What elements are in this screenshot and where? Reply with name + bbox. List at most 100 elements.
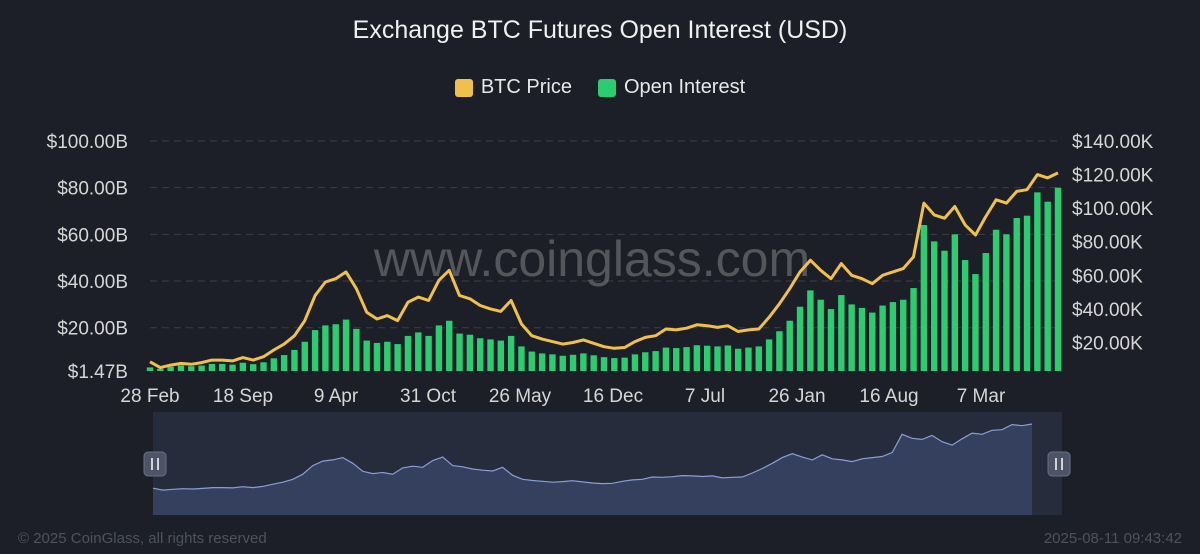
btc-price-series-line [149, 171, 1059, 370]
open-interest-bar [219, 363, 226, 371]
open-interest-bar [807, 290, 814, 371]
legend: BTC Price Open Interest [0, 76, 1200, 99]
open-interest-bar [404, 335, 412, 371]
x-tick-label: 18 Sep [213, 386, 273, 407]
navigator-area [153, 424, 1032, 515]
x-tick-label: 31 Oct [400, 386, 457, 407]
open-interest-bar [384, 341, 391, 371]
open-interest-bar [1054, 187, 1062, 371]
open-interest-bar [476, 338, 484, 371]
x-tick-label: 28 Feb [120, 386, 179, 407]
legend-item-btc-price[interactable]: BTC Price [454, 76, 572, 99]
open-interest-bar [394, 344, 401, 371]
open-interest-bar [621, 357, 628, 371]
open-interest-bar [838, 295, 845, 371]
open-interest-bar [415, 332, 422, 371]
y-left-tick-label: $60.00B [57, 225, 128, 246]
open-interest-bar [745, 347, 752, 371]
open-interest-bar [703, 345, 711, 371]
open-interest-bar [322, 325, 329, 371]
open-interest-bar [1034, 192, 1041, 371]
chart-title: Exchange BTC Futures Open Interest (USD) [352, 16, 848, 44]
y-right-tick-label: $80.00K [1072, 233, 1143, 254]
navigator-right-handle[interactable] [1047, 451, 1071, 477]
open-interest-bar [569, 354, 577, 371]
pause-handle-icon [1055, 458, 1063, 470]
legend-swatch-open-interest [597, 78, 616, 97]
open-interest-bar [817, 299, 824, 371]
open-interest-bar [167, 366, 174, 371]
open-interest-bar [507, 335, 515, 371]
y-right-tick-label: $120.00K [1072, 166, 1154, 187]
open-interest-bar [992, 229, 1000, 371]
open-interest-bar [466, 334, 474, 371]
navigator-left-handle[interactable] [143, 451, 167, 477]
timestamp-text: 2025-08-11 09:43:42 [1043, 530, 1182, 547]
open-interest-bar [198, 365, 205, 371]
open-interest-bar [827, 309, 835, 371]
open-interest-bar [456, 333, 463, 371]
y-right-tick-label: $140.00K [1072, 132, 1154, 153]
watermark: www.coinglass.com [373, 231, 810, 287]
open-interest-bar [446, 320, 453, 371]
open-interest-bar [1044, 201, 1051, 371]
open-interest-bar [631, 354, 639, 371]
open-interest-bar [734, 348, 742, 371]
pause-handle-icon [151, 458, 159, 470]
open-interest-bar [342, 319, 350, 371]
grid-lines [150, 140, 1058, 329]
open-interest-bars [146, 187, 1062, 371]
open-interest-bar [353, 328, 360, 371]
navigator-line [152, 423, 1033, 491]
y-left-tick-label: $40.00B [57, 272, 128, 293]
open-interest-bar [776, 331, 783, 371]
open-interest-bar [941, 250, 948, 371]
open-interest-bar [208, 363, 216, 371]
y-right-tick-label: $20.00K [1072, 333, 1143, 354]
legend-item-open-interest[interactable]: Open Interest [597, 76, 746, 99]
open-interest-bar [518, 346, 525, 371]
x-tick-label: 16 Aug [859, 386, 918, 407]
open-interest-bar [951, 234, 959, 371]
y-left-tick-label: $100.00B [47, 132, 128, 153]
open-interest-bar [961, 260, 969, 371]
y-left-tick-label: $20.00B [57, 319, 128, 340]
open-interest-bar [229, 364, 236, 371]
open-interest-bar [652, 351, 659, 371]
open-interest-bar [796, 306, 804, 371]
open-interest-bar [910, 288, 917, 371]
open-interest-bar [188, 366, 195, 371]
x-tick-label: 9 Apr [314, 386, 359, 407]
open-interest-bar [301, 341, 308, 371]
open-interest-bar [497, 340, 505, 371]
open-interest-bar [786, 320, 793, 371]
x-axis: 28 Feb 18 Sep 9 Apr 31 Oct 26 May 16 Dec 7 Jul… [120, 386, 1006, 407]
open-interest-bar [270, 358, 278, 371]
y-right-tick-label: $60.00K [1072, 266, 1143, 287]
btc-price-line [149, 171, 1059, 370]
y-axis-left: $1.47B $20.00B $40.00B $60.00B $80.00B $100.0… [47, 132, 128, 383]
open-interest-bar [858, 307, 866, 371]
open-interest-bar [559, 355, 566, 371]
copyright-text: © 2025 CoinGlass, all rights reserved [18, 530, 267, 547]
open-interest-bar [693, 345, 701, 371]
open-interest-bar [373, 342, 381, 371]
open-interest-bar [1013, 218, 1020, 371]
legend-label-open-interest: Open Interest [623, 76, 746, 98]
open-interest-bar [1023, 215, 1031, 371]
open-interest-bar [642, 352, 649, 371]
y-left-tick-label: $80.00B [57, 179, 128, 200]
x-tick-label: 26 May [489, 386, 552, 407]
open-interest-bar [765, 339, 773, 371]
open-interest-bar [157, 368, 164, 371]
open-interest-bar [311, 330, 319, 371]
x-tick-label: 26 Jan [768, 386, 825, 407]
open-interest-bar [425, 335, 432, 371]
range-navigator[interactable] [143, 412, 1071, 515]
open-interest-bar [889, 302, 897, 371]
y-left-tick-label: $1.47B [68, 362, 128, 383]
open-interest-bar [869, 312, 876, 371]
open-interest-bar [724, 345, 732, 371]
open-interest-bar [611, 358, 618, 371]
